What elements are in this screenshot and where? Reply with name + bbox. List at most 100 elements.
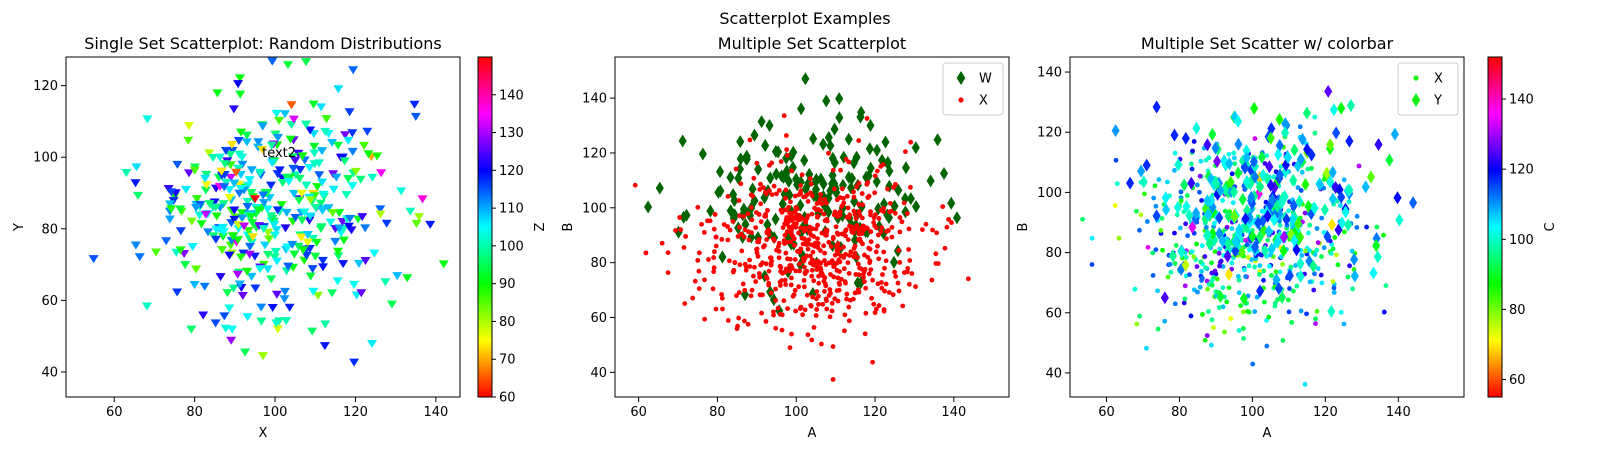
scatter-point	[267, 159, 278, 168]
annotation: text2	[262, 146, 296, 161]
scatter-point	[727, 227, 733, 233]
scatter-point	[805, 199, 811, 204]
scatter-point	[753, 225, 759, 230]
scatter-point	[285, 135, 296, 144]
scatter-point	[308, 287, 319, 296]
scatter-point	[792, 193, 798, 199]
scatter-point	[830, 167, 836, 173]
scatter-point	[830, 261, 836, 267]
scatter-point	[896, 288, 902, 294]
scatter-point	[1307, 222, 1313, 228]
scatter-point	[778, 159, 784, 164]
scatter-point	[1349, 248, 1355, 254]
scatter-point	[1226, 151, 1232, 157]
scatter-point	[1269, 273, 1274, 278]
scatter-point	[243, 226, 254, 235]
scatter-point	[1212, 249, 1218, 255]
scatter-point	[815, 241, 821, 246]
scatter-point	[1281, 126, 1290, 140]
scatter-point	[1142, 191, 1147, 197]
scatter-point	[882, 265, 887, 271]
scatter-point	[800, 153, 809, 167]
scatter-point	[766, 188, 772, 194]
scatter-point	[1155, 326, 1161, 332]
scatter-point	[1313, 316, 1318, 322]
scatter-point	[814, 289, 820, 294]
scatter-point	[142, 115, 153, 124]
scatter-point	[801, 182, 810, 196]
scatter-point	[1296, 257, 1305, 271]
scatter-point	[1241, 336, 1246, 341]
scatter-point	[1247, 190, 1256, 204]
scatter-point	[1261, 277, 1266, 283]
scatter-point	[305, 212, 316, 221]
scatter-point	[255, 265, 266, 274]
scatter-point	[246, 213, 257, 222]
scatter-point	[743, 264, 749, 269]
scatter-point	[751, 175, 757, 181]
scatter-point	[763, 191, 769, 197]
scatter-point	[771, 145, 780, 159]
scatter-point	[270, 247, 281, 256]
scatter-point	[864, 169, 873, 183]
scatter-point	[166, 188, 177, 197]
scatter-point	[901, 161, 911, 175]
scatter-point	[1285, 297, 1291, 303]
scatter-point	[751, 273, 756, 279]
scatter-point	[1236, 277, 1242, 283]
scatter-point	[367, 173, 378, 182]
scatter-point	[1220, 285, 1226, 291]
scatter-point	[905, 266, 911, 271]
scatter-point	[1320, 203, 1329, 217]
scatter-point	[897, 215, 903, 220]
scatter-point	[242, 202, 253, 211]
scatter-point	[736, 290, 742, 295]
scatter-point	[802, 264, 807, 270]
scatter-point	[838, 167, 843, 173]
scatter-point	[1111, 124, 1120, 138]
scatter-point	[757, 186, 763, 192]
scatter-point	[1259, 223, 1268, 237]
scatter-point	[1275, 168, 1285, 182]
scatter-point	[754, 250, 760, 256]
scatter-point	[402, 274, 413, 283]
scatter-point	[199, 282, 210, 291]
scatter-point	[803, 226, 809, 232]
scatter-point	[748, 182, 757, 196]
scatter-point	[791, 292, 797, 298]
scatter-point	[1234, 137, 1243, 151]
scatter-point	[814, 214, 820, 220]
scatter-point	[756, 236, 762, 242]
scatter-point	[234, 74, 245, 83]
scatter-point	[357, 213, 368, 222]
scatter-point	[362, 127, 373, 136]
scatter-point	[811, 278, 817, 284]
scatter-point	[295, 165, 306, 174]
scatter-point	[862, 252, 867, 258]
scatter-point	[737, 213, 742, 219]
scatter-point	[884, 236, 889, 242]
scatter-point	[1338, 309, 1344, 315]
axes-frame	[614, 56, 1010, 398]
scatter-point	[1194, 241, 1199, 247]
scatter-point	[1089, 262, 1095, 267]
scatter-point	[835, 92, 844, 106]
scatter-point	[1173, 243, 1179, 248]
scatter-point	[824, 306, 830, 312]
scatter-point	[830, 377, 836, 382]
scatter-point	[181, 185, 192, 194]
scatter-point	[1307, 148, 1316, 162]
scatter-point	[218, 232, 229, 241]
scatter-point	[757, 115, 766, 129]
scatter-point	[1187, 176, 1196, 190]
scatter-point	[736, 198, 742, 203]
colorbar-tick-label: 60	[1509, 373, 1526, 388]
scatter-point	[340, 131, 351, 140]
scatter-point	[1314, 226, 1320, 231]
scatter-point	[752, 264, 757, 270]
legend-label: W	[979, 72, 992, 87]
scatter-point	[855, 261, 861, 267]
scatter-point	[246, 166, 257, 175]
scatter-point	[1337, 101, 1346, 115]
scatter-point	[809, 132, 818, 146]
